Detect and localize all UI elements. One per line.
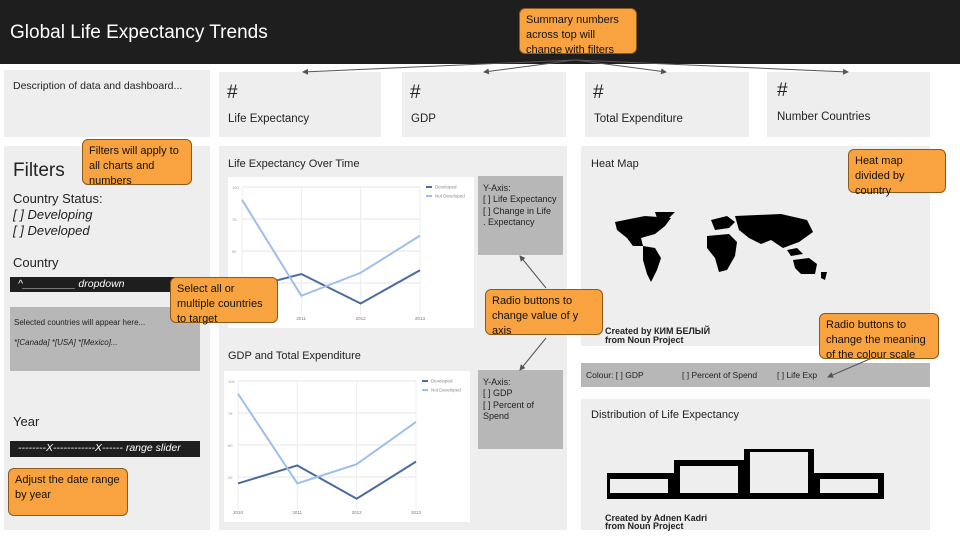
kpi-label: GDP: [411, 113, 436, 125]
kpi-value: #: [227, 82, 238, 103]
gdp-expenditure-line-chart: 100 75 50 25 2010 2011 2012 2013 Developed Not De…: [228, 379, 461, 516]
x-tick-label: 2010: [233, 510, 244, 515]
selected-countries-hint: Selected countries will appear here...: [14, 318, 146, 327]
description-text: Description of data and dashboard...: [13, 80, 183, 92]
year-range-slider-text: --------X------------X------ range slide…: [18, 442, 181, 454]
y-tick-label: 25: [228, 475, 233, 480]
y-tick-label: 50: [232, 249, 237, 254]
kpi-label: Total Expenditure: [594, 113, 683, 125]
y-tick-label: 50: [228, 443, 233, 448]
kpi-value: #: [593, 82, 604, 103]
x-tick-label: 2013: [411, 510, 422, 515]
x-tick-label: 2013: [415, 316, 426, 321]
legend-label: Developed: [435, 185, 457, 190]
histogram-icon: [607, 449, 884, 499]
country-dropdown-text: ^_________ dropdown: [18, 278, 125, 290]
colour-option-percent-of-spend[interactable]: [ ] Percent of Spend: [682, 370, 758, 380]
y-tick-label: 100: [232, 185, 239, 190]
distribution-credit-source: from Noun Project: [605, 521, 684, 531]
kpi-card-number-countries: # Number Countries: [767, 72, 930, 137]
status-option-developing[interactable]: [ ] Developing: [13, 207, 93, 222]
chart1-yaxis-radio-group: Y-Axis: [ ] Life Expectancy [ ] Change i…: [478, 176, 563, 255]
yaxis-heading: Y-Axis:: [483, 183, 511, 193]
legend-label: Developed: [431, 379, 453, 384]
note-date-range: Adjust the date range by year: [8, 468, 128, 516]
heat-map-title: Heat Map: [591, 158, 639, 170]
x-tick-label: 2011: [292, 510, 302, 515]
y-tick-label: 100: [228, 379, 235, 384]
x-tick-label: 2012: [352, 510, 363, 515]
chart2-card: 100 75 50 25 2010 2011 2012 2013 Developed Not De…: [224, 371, 470, 522]
distribution-panel: Distribution of Life Expectancy Created …: [581, 399, 930, 531]
chart1-title: Life Expectancy Over Time: [228, 158, 360, 170]
colour-option-gdp[interactable]: Colour: [ ] GDP: [586, 370, 644, 380]
description-panel: Description of data and dashboard...: [4, 70, 210, 137]
note-radio-colour: Radio buttons to change the meaning of t…: [819, 313, 939, 361]
series-line-developed: [237, 460, 417, 500]
kpi-card-life-expectancy: # Life Expectancy: [219, 72, 381, 137]
yaxis-option-expectancy-cont: . Expectancy: [483, 216, 535, 227]
chart1-card: 100755025201120122013DevelopedNot Develo…: [228, 177, 474, 328]
yaxis-option-percent-of-spend[interactable]: [ ] Percent of Spend: [483, 399, 535, 421]
year-heading: Year: [13, 414, 40, 429]
yaxis-option-change-in-life[interactable]: [ ] Change in Life: [483, 205, 552, 216]
note-filters-apply: Filters will apply to all charts and num…: [82, 139, 192, 187]
kpi-label: Number Countries: [777, 111, 871, 123]
kpi-label: Life Expectancy: [228, 113, 310, 125]
distribution-title: Distribution of Life Expectancy: [591, 409, 739, 421]
legend-label: Not Developed: [435, 194, 465, 199]
country-dropdown[interactable]: ^_________ dropdown: [10, 277, 175, 292]
yaxis-option-gdp[interactable]: [ ] GDP: [483, 388, 513, 399]
chart2-title: GDP and Total Expenditure: [228, 350, 361, 362]
colour-option-life-exp[interactable]: [ ] Life Exp: [777, 370, 818, 380]
status-option-developed[interactable]: [ ] Developed: [13, 223, 90, 238]
series-line-not-developed: [237, 393, 417, 485]
series-line-not-developed: [241, 199, 421, 298]
heat-map-credit-source: from Noun Project: [605, 335, 684, 345]
colour-scale-radio-bar: Colour: [ ] GDP [ ] Percent of Spend [ ]…: [581, 363, 930, 387]
yaxis-heading: Y-Axis:: [483, 377, 511, 387]
note-summary-numbers: Summary numbers across top will change w…: [519, 8, 637, 56]
legend-label: Not Developed: [431, 388, 461, 393]
y-tick-label: 75: [232, 217, 237, 222]
year-range-slider[interactable]: --------X------------X------ range slide…: [10, 441, 200, 457]
distribution-credit: Created by Adnen Kadri: [605, 513, 708, 523]
selected-countries-box: Selected countries will appear here... *…: [10, 307, 200, 371]
note-select-countries: Select all or multiple countries to targ…: [170, 277, 278, 325]
kpi-value: #: [777, 80, 788, 101]
world-map-icon: [615, 212, 827, 282]
note-heat-map: Heat map divided by country: [848, 149, 946, 197]
chart2-yaxis-radio-group: Y-Axis: [ ] GDP [ ] Percent of Spend: [478, 370, 563, 449]
country-heading: Country: [13, 255, 59, 270]
kpi-card-total-expenditure: # Total Expenditure: [585, 72, 749, 137]
header-bar: Global Life Expectancy Trends: [0, 0, 960, 64]
note-radio-y-axis: Radio buttons to change value of y axis: [485, 289, 603, 337]
selected-countries-values: *[Canada] *[USA] *[Mexico]...: [14, 338, 118, 347]
page-title: Global Life Expectancy Trends: [10, 22, 268, 43]
x-tick-label: 2011: [296, 316, 306, 321]
heat-map-credit: Created by КИМ БЕЛЫЙ: [605, 326, 711, 336]
kpi-value: #: [410, 82, 421, 103]
kpi-card-gdp: # GDP: [402, 72, 566, 137]
filters-title: Filters: [13, 160, 65, 181]
x-tick-label: 2012: [356, 316, 367, 321]
y-tick-label: 75: [228, 411, 233, 416]
country-status-heading: Country Status:: [13, 191, 103, 206]
yaxis-option-life-expectancy[interactable]: [ ] Life Expectancy: [483, 194, 557, 205]
